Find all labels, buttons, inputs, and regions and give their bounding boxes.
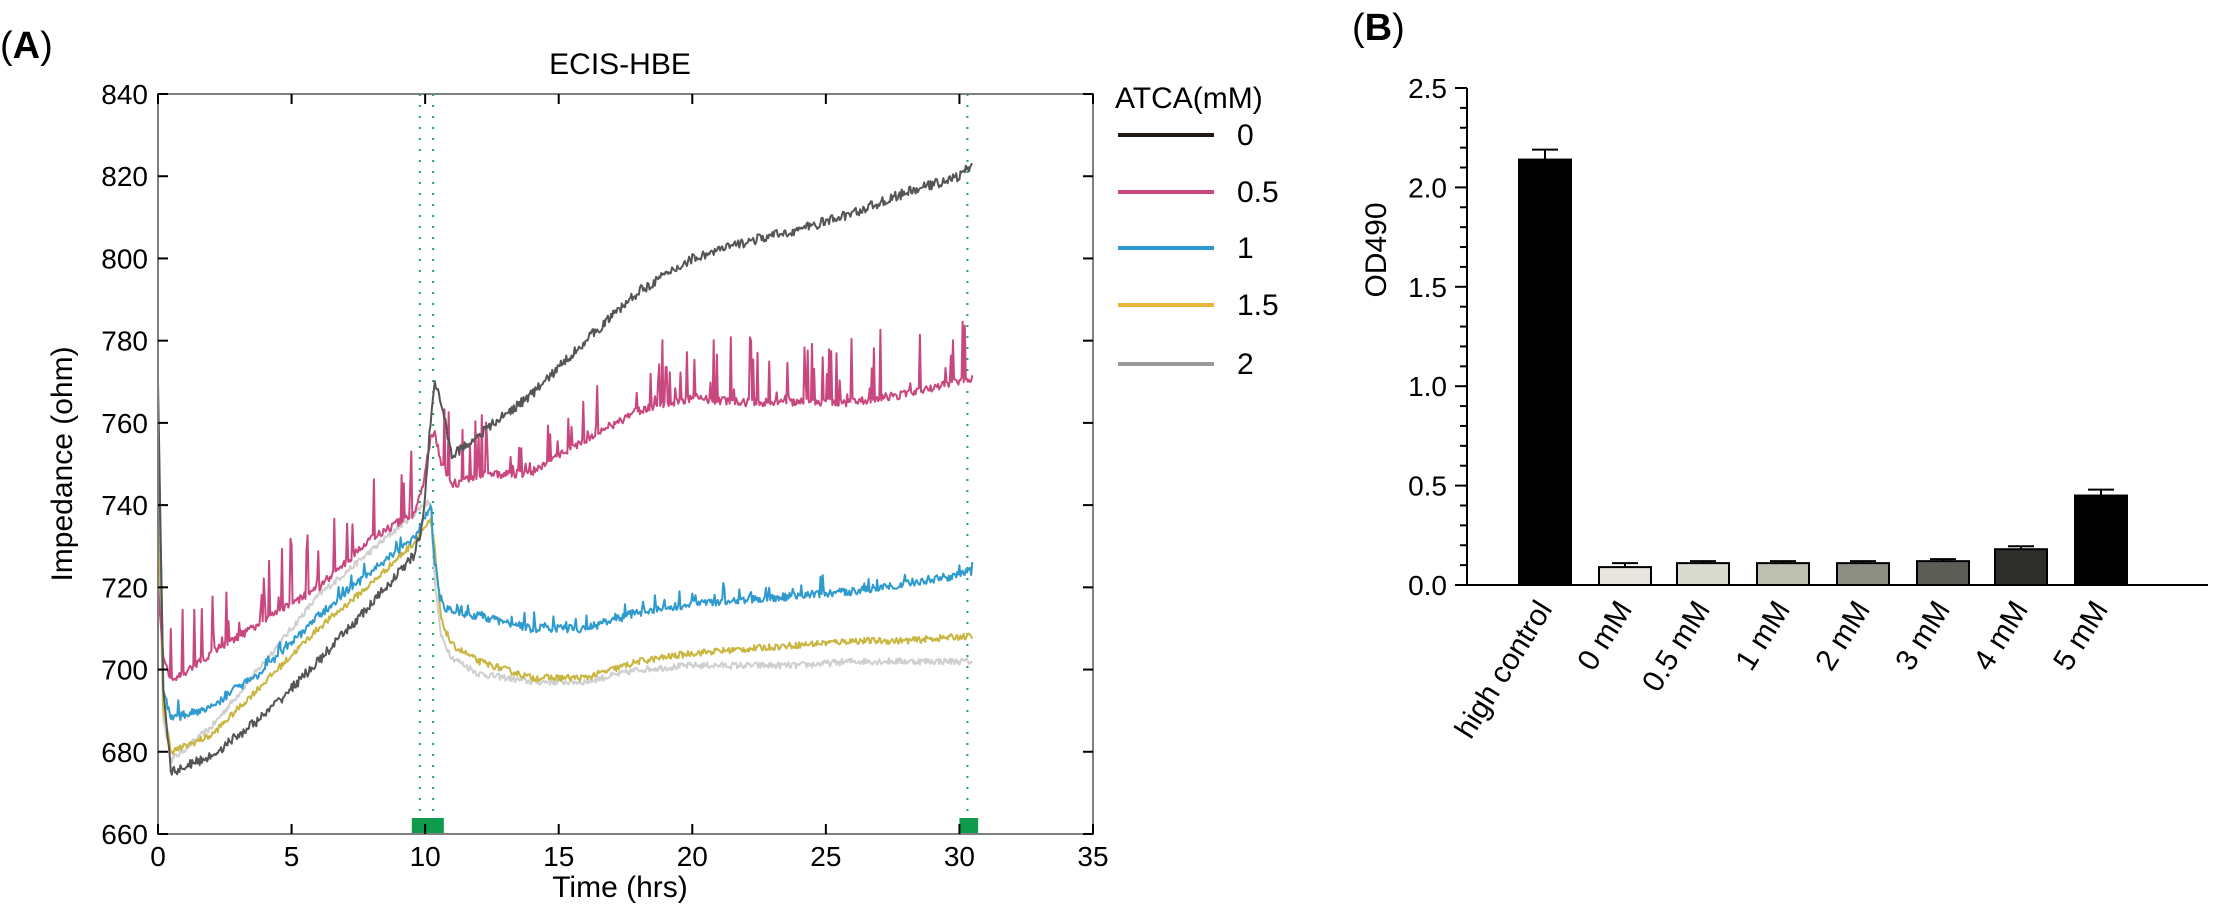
x-tick-label: 15 [543, 841, 574, 872]
legend-label: 0 [1237, 119, 1254, 152]
y-axis-ticks: 660 680 700 720 740 760 780 800 820 840 [101, 79, 1093, 850]
x-tick-label: 35 [1077, 841, 1108, 872]
x-tick-label: 20 [677, 841, 708, 872]
legend-label: 0.5 [1237, 176, 1279, 209]
chart-a-title: ECIS-HBE [549, 48, 691, 81]
y-tick-label: 840 [101, 79, 148, 110]
x-tick-label: 0 [150, 841, 166, 872]
series-line-1-5 [157, 484, 974, 756]
x-axis-ticks: 0 5 10 15 20 25 30 35 [150, 94, 1109, 872]
y-tick-label: 2.5 [1408, 73, 1447, 104]
series-group [157, 162, 974, 776]
y-tick-label: 660 [101, 819, 148, 850]
y-tick-label: 820 [101, 161, 148, 192]
y-tick-label: 680 [101, 737, 148, 768]
category-labels: high control 0 mM0.5 mM 1 mM 2 mM 3 mM 4 mM 5 … [1449, 595, 2115, 744]
category-label: 0.5 mM [1636, 595, 1717, 697]
category-label: 2 mM [1809, 595, 1877, 676]
y-tick-label: 720 [101, 572, 148, 603]
bar-5 [1916, 560, 1970, 586]
category-label: 3 mM [1889, 595, 1957, 676]
category-label: 5 mM [2047, 595, 2115, 676]
bar-6 [1994, 548, 2048, 587]
y-tick-label: 2.0 [1408, 172, 1447, 203]
legend-label: 2 [1237, 348, 1254, 381]
bar-group [1518, 148, 2128, 587]
bar-7 [2074, 494, 2128, 587]
y-tick-label: 1.5 [1408, 272, 1447, 303]
panel-b: (B) OD490 0.0 0.5 1.0 1.5 2.0 2.5 high contro… [1352, 7, 2208, 744]
x-axis-label-a: Time (hrs) [552, 871, 688, 904]
y-tick-label: 700 [101, 655, 148, 686]
category-label: 1 mM [1729, 595, 1797, 676]
legend: 0 0.5 1 1.5 2 [1118, 119, 1279, 381]
y-tick-label: 780 [101, 326, 148, 357]
y-tick-label: 800 [101, 243, 148, 274]
legend-label: 1 [1237, 232, 1254, 265]
x-tick-label: 10 [410, 841, 441, 872]
y-axis-label-b: OD490 [1360, 202, 1393, 297]
y-tick-label: 0.0 [1408, 570, 1447, 601]
bar-1 [1598, 566, 1652, 586]
y-tick-label: 760 [101, 408, 148, 439]
category-label: high control [1449, 595, 1559, 744]
y-tick-label: 740 [101, 490, 148, 521]
bar-0 [1518, 158, 1572, 586]
series-line-1 [157, 402, 974, 721]
panel-a-label: (A) [0, 25, 53, 67]
event-marker [411, 818, 444, 834]
series-line-2 [157, 499, 973, 764]
bar-2 [1676, 562, 1730, 587]
series-line-0 [157, 162, 974, 776]
x-tick-label: 5 [284, 841, 300, 872]
event-vlines [418, 94, 969, 834]
event-markers [411, 818, 979, 834]
y-tick-label: 1.0 [1408, 371, 1447, 402]
x-tick-label: 25 [810, 841, 841, 872]
bar-3 [1756, 562, 1810, 587]
panel-a: (A) ECIS-HBE 0 5 10 15 20 25 30 35 660680700720… [0, 25, 1279, 904]
legend-title: ATCA(mM) [1115, 82, 1263, 115]
event-marker [959, 818, 979, 834]
category-label: 4 mM [1967, 595, 2035, 676]
y-axis-label-a: Impedance (ohm) [46, 346, 79, 581]
legend-label: 1.5 [1237, 289, 1279, 322]
series-line-0-5 [157, 320, 974, 682]
y-tick-label: 0.5 [1408, 471, 1447, 502]
plot-frame-a [157, 93, 1094, 835]
bar-4 [1836, 562, 1890, 587]
x-tick-label: 30 [944, 841, 975, 872]
category-label: 0 mM [1571, 595, 1639, 676]
panel-b-label: (B) [1352, 7, 1405, 49]
